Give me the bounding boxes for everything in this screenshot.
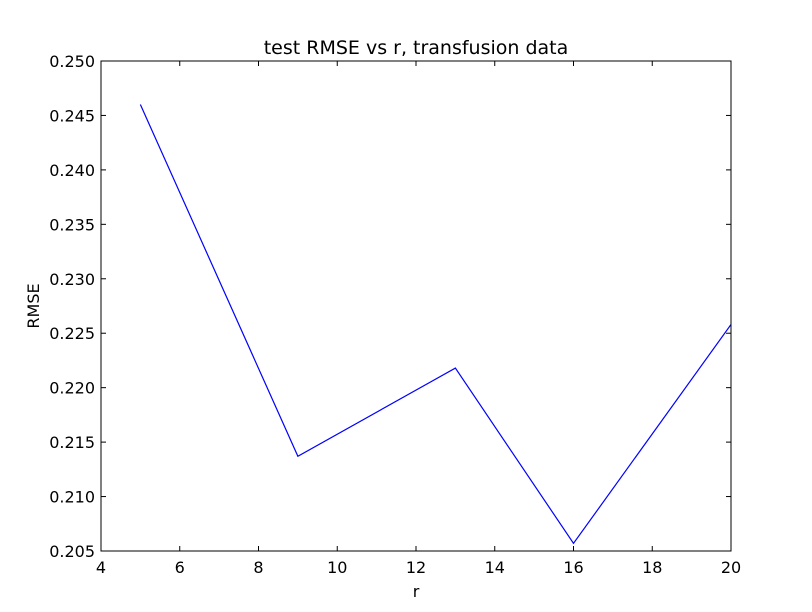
y-axis-label: RMSE: [24, 283, 43, 328]
y-tick-label: 0.240: [49, 161, 95, 180]
x-tick-label: 8: [253, 558, 263, 577]
x-tick-label: 12: [406, 558, 426, 577]
y-tick-label: 0.230: [49, 270, 95, 289]
y-tick-label: 0.215: [49, 433, 95, 452]
y-tick-label: 0.225: [49, 324, 95, 343]
x-tick-label: 10: [327, 558, 347, 577]
y-tick-label: 0.220: [49, 379, 95, 398]
y-tick-label: 0.250: [49, 52, 95, 71]
x-tick-label: 16: [563, 558, 583, 577]
plot-area: [100, 60, 732, 552]
x-axis: 4 6 8 10 12 14 16 18 20: [96, 61, 741, 577]
plot-border: [100, 60, 732, 552]
y-tick-label: 0.235: [49, 215, 95, 234]
y-axis: 0.205 0.210 0.215 0.220 0.225 0.230 0.235 0.240…: [49, 52, 731, 561]
x-tick-label: 6: [175, 558, 185, 577]
series-line-0: [139, 104, 731, 545]
y-tick-label: 0.245: [49, 106, 95, 125]
plot-frame: [100, 60, 732, 552]
x-tick-label: 4: [96, 558, 106, 577]
series-layer: [139, 104, 731, 545]
chart-title: test RMSE vs r, transfusion data: [264, 37, 569, 59]
x-tick-label: 18: [642, 558, 662, 577]
x-tick-label: 20: [721, 558, 741, 577]
y-tick-label: 0.210: [49, 488, 95, 507]
y-tick-label: 0.205: [49, 542, 95, 561]
x-axis-label: r: [413, 582, 420, 601]
x-tick-label: 14: [485, 558, 505, 577]
